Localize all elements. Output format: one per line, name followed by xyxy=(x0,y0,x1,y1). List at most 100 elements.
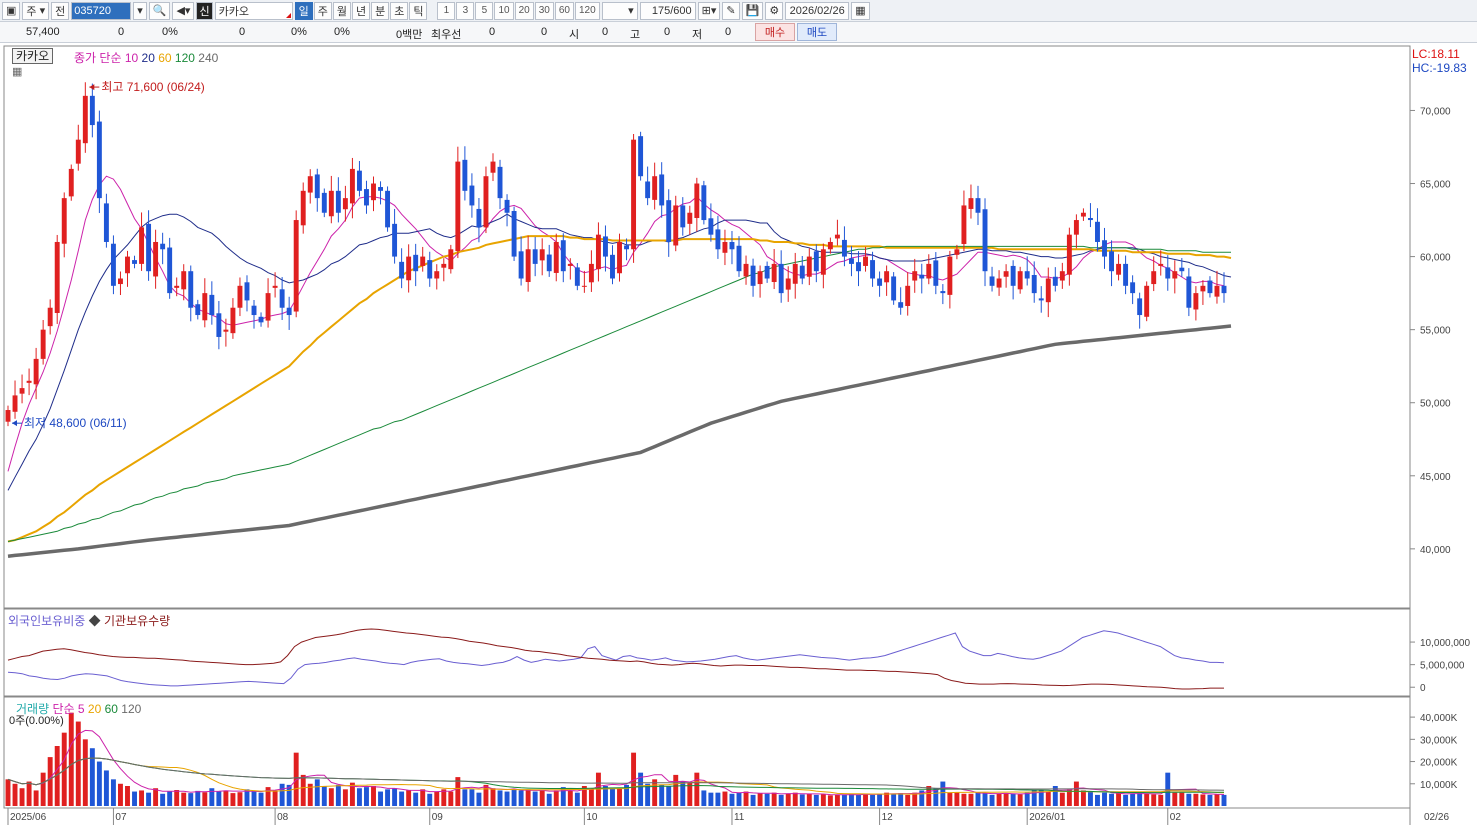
period-tab-6[interactable]: 틱 xyxy=(409,1,428,20)
candle-body xyxy=(153,241,159,277)
volume-bar xyxy=(174,790,180,806)
candle-body xyxy=(1130,282,1136,294)
interval-button-3[interactable]: 3 xyxy=(456,1,475,20)
period-tab-0[interactable]: 일 xyxy=(294,1,313,20)
stock-name-field[interactable]: 카카오 xyxy=(214,1,293,20)
interval-dropdown[interactable]: ▾ xyxy=(601,1,638,20)
code-dropdown-icon[interactable]: ▾ xyxy=(133,1,147,20)
candle-body xyxy=(1066,234,1072,275)
candle-body xyxy=(806,256,812,277)
candle-body xyxy=(567,263,573,266)
volume-bar xyxy=(47,757,53,806)
sell-button[interactable]: 매도 xyxy=(797,23,837,41)
save-icon[interactable]: 💾 xyxy=(741,1,764,20)
candle-body xyxy=(518,251,524,279)
volume-bar xyxy=(202,792,208,806)
period-tab-5[interactable]: 초 xyxy=(390,1,409,20)
candle-body xyxy=(139,227,145,264)
interval-button-5[interactable]: 5 xyxy=(475,1,494,20)
candle-body xyxy=(764,265,770,279)
volume-bar xyxy=(701,790,707,806)
candle-body xyxy=(230,307,236,334)
x-tick-label: 11 xyxy=(734,812,745,823)
candle-body xyxy=(968,198,974,209)
count-display[interactable]: 175/600 xyxy=(639,1,696,20)
volume-y-axis: 40,000K 30,000K 20,000K 10,000K xyxy=(1410,713,1458,791)
ma-legend-60: 60 xyxy=(154,51,172,65)
candle-body xyxy=(1095,221,1100,242)
change2-value: 0 xyxy=(239,26,246,38)
volume-bar xyxy=(546,793,552,806)
candle-body xyxy=(666,200,672,242)
volume-bar xyxy=(1038,790,1044,806)
holdings-panel-frame xyxy=(3,608,1411,697)
interval-button-60[interactable]: 60 xyxy=(554,1,574,20)
candle-body xyxy=(1165,267,1171,279)
stock-code-input[interactable]: 035720 xyxy=(71,1,132,20)
candle-body xyxy=(841,239,847,257)
candle-body xyxy=(1151,271,1157,285)
volume-bar xyxy=(342,789,348,806)
volume-bar xyxy=(841,794,847,806)
all-button[interactable]: 전 xyxy=(51,1,70,20)
interval-button-120[interactable]: 120 xyxy=(574,1,600,20)
candle-body xyxy=(1172,271,1178,279)
volume-bar xyxy=(349,782,355,806)
volume-legend: 거래량 단순 5 20 60 120 xyxy=(16,700,141,717)
volume-bar xyxy=(891,793,897,806)
chart-layout-icon[interactable]: ▣ xyxy=(2,1,21,20)
period-tab-1[interactable]: 주 xyxy=(313,1,332,20)
ask-value: 0 xyxy=(541,26,548,38)
stock-chart[interactable]: 70,000 65,000 60,000 55,000 50,000 45,000 40,0… xyxy=(0,44,1477,825)
candle-body xyxy=(399,261,405,279)
candle-body xyxy=(820,249,826,275)
volume-bar xyxy=(1116,793,1122,806)
candle-type-icon[interactable]: ⊞▾ xyxy=(697,1,721,20)
sound-icon[interactable]: ◀▾ xyxy=(172,1,195,20)
candle-body xyxy=(188,271,194,308)
interval-button-20[interactable]: 20 xyxy=(514,1,534,20)
volume-bar xyxy=(1087,791,1093,806)
volume-bar xyxy=(1017,794,1023,806)
candle-body xyxy=(849,258,854,264)
candle-body xyxy=(349,168,355,204)
calendar-icon[interactable]: ▦ xyxy=(851,1,870,20)
volume-bar xyxy=(863,793,868,806)
volume-bar xyxy=(146,792,152,806)
volume-bar xyxy=(385,789,391,806)
market-select[interactable]: 주 ▾ xyxy=(22,1,50,20)
period-tab-3[interactable]: 년 xyxy=(351,1,371,20)
ma-line-240 xyxy=(7,324,1232,558)
volume-bar xyxy=(1109,793,1114,806)
stock-tag[interactable]: 카카오 xyxy=(12,48,54,64)
date-field[interactable]: 2026/02/26 xyxy=(785,1,850,20)
search-icon[interactable]: 🔍 xyxy=(148,1,171,20)
candle-body xyxy=(427,260,433,279)
candle-body xyxy=(856,262,861,272)
volume-bar xyxy=(877,793,883,806)
tools-icon[interactable]: ✎ xyxy=(722,1,740,20)
annotation-arrowhead xyxy=(89,84,95,91)
volume-bar xyxy=(392,788,398,806)
buy-button[interactable]: 매수 xyxy=(755,23,795,41)
volume-bar xyxy=(982,793,988,806)
candle-body xyxy=(504,199,510,213)
indicator-icon[interactable]: ▦ xyxy=(12,66,23,78)
volume-bar xyxy=(617,788,622,806)
candle-body xyxy=(1221,285,1227,294)
settings-icon[interactable]: ⚙ xyxy=(765,1,784,20)
volume-tick-label: 10,000K xyxy=(1420,780,1458,791)
candle-body xyxy=(103,203,109,242)
interval-button-30[interactable]: 30 xyxy=(534,1,554,20)
volume-tick-label: 30,000K xyxy=(1420,735,1458,746)
volume-bar xyxy=(1052,786,1058,806)
candle-body xyxy=(335,190,341,213)
interval-button-1[interactable]: 1 xyxy=(437,1,456,20)
period-tab-4[interactable]: 분 xyxy=(371,1,390,20)
volume-bar xyxy=(258,792,264,806)
candle-body xyxy=(1116,263,1122,275)
interval-button-10[interactable]: 10 xyxy=(494,1,514,20)
period-tab-2[interactable]: 월 xyxy=(332,1,351,20)
candle-body xyxy=(12,395,18,412)
volume-bar xyxy=(75,721,81,806)
